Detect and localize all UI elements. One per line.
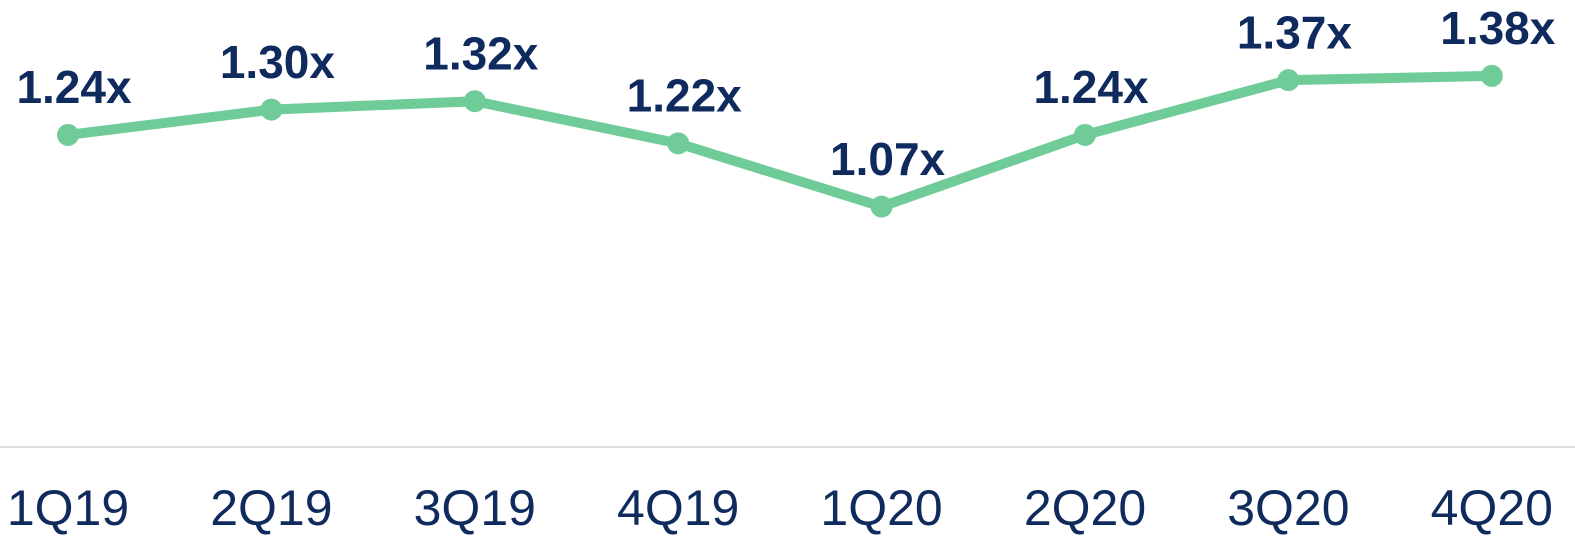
point [260, 98, 283, 121]
point [667, 132, 690, 155]
point [1480, 64, 1503, 87]
point [1277, 69, 1300, 92]
data-label: 1.07x [830, 133, 946, 185]
data-label: 1.32x [423, 27, 539, 79]
point [870, 195, 893, 218]
x-tick-label: 2Q19 [210, 480, 332, 536]
x-tick-label: 3Q20 [1227, 480, 1349, 536]
data-label: 1.37x [1237, 6, 1353, 58]
x-tick-label: 3Q19 [414, 480, 536, 536]
data-label: 1.38x [1440, 2, 1556, 54]
line [67, 70, 1492, 212]
x-tick-label: 4Q20 [1431, 480, 1553, 536]
data-label: 1.24x [16, 61, 132, 113]
point [57, 123, 79, 146]
x-tick-label: 4Q19 [617, 480, 739, 536]
data-label: 1.30x [220, 36, 336, 88]
data-label: 1.22x [627, 70, 743, 122]
point [1074, 123, 1096, 146]
x-tick-label: 2Q20 [1024, 480, 1146, 536]
x-tick-label: 1Q19 [7, 480, 129, 536]
point [463, 90, 486, 113]
x-tick-label: 1Q20 [820, 480, 942, 536]
data-label: 1.24x [1033, 61, 1149, 113]
